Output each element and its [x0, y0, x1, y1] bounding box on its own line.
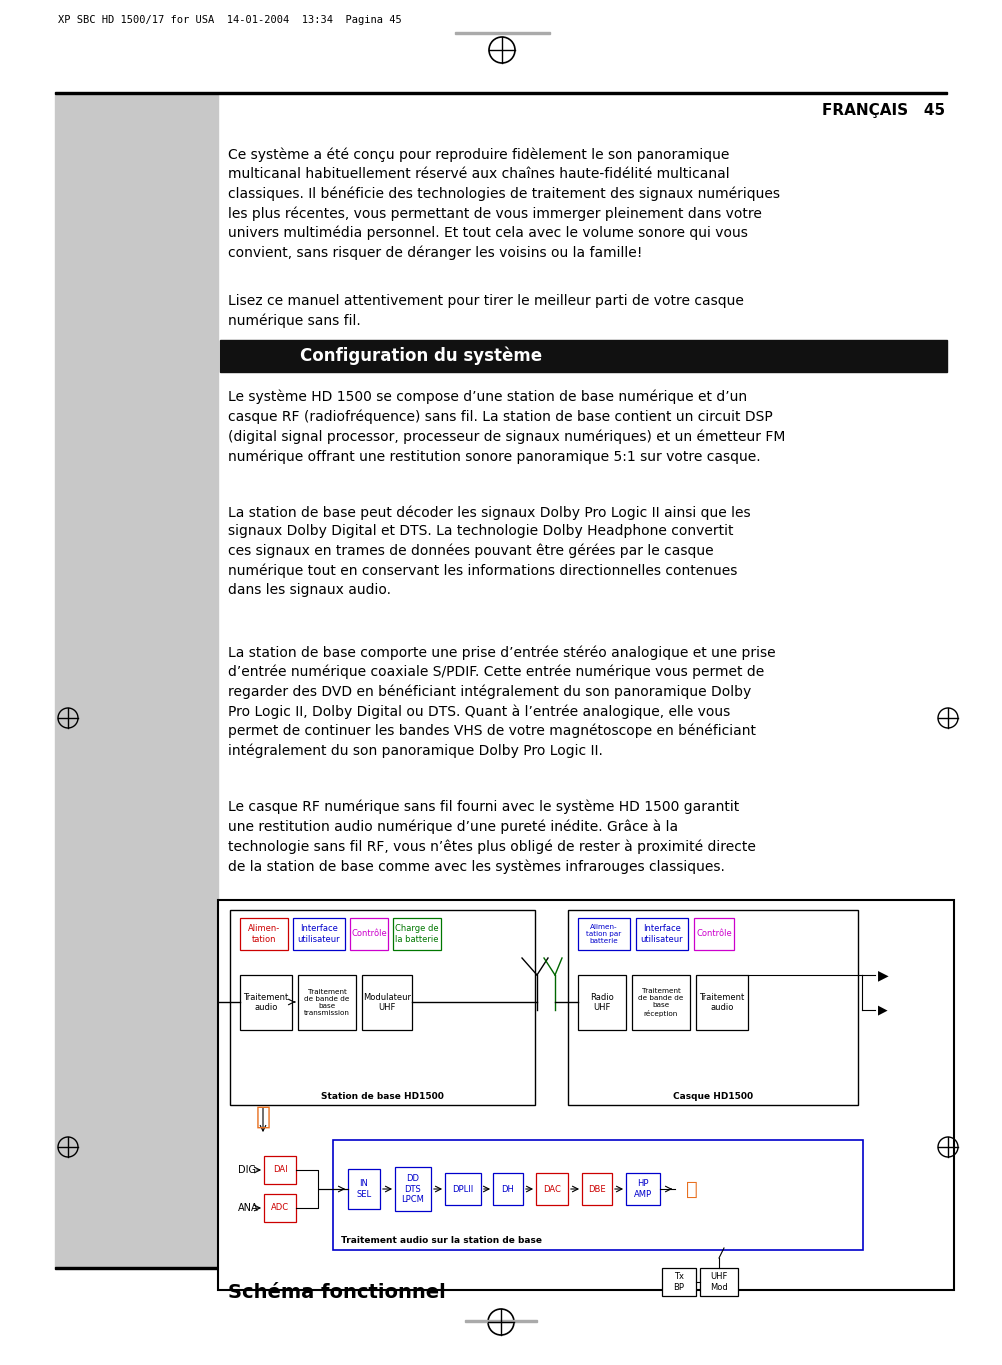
Bar [350, 919, 388, 950]
Text: UHF
Mod: UHF Mod [710, 1272, 727, 1291]
Bar [348, 1168, 380, 1209]
Bar [582, 1173, 612, 1205]
Text: HP
AMP: HP AMP [634, 1179, 652, 1198]
Text: 🎧: 🎧 [686, 1179, 697, 1198]
Bar [293, 919, 345, 950]
Text: DIG: DIG [238, 1164, 256, 1175]
Text: Schéma fonctionnel: Schéma fonctionnel [228, 1283, 446, 1302]
Text: DAC: DAC [543, 1185, 561, 1193]
Bar [362, 975, 412, 1031]
Bar [264, 1194, 296, 1222]
Bar [455, 31, 550, 34]
Text: Casque HD1500: Casque HD1500 [673, 1092, 754, 1102]
Text: Traitement
audio: Traitement audio [243, 992, 289, 1013]
Text: Traitement audio sur la station de base: Traitement audio sur la station de base [341, 1235, 542, 1245]
Text: Le casque RF numérique sans fil fourni avec le système HD 1500 garantit
une rest: Le casque RF numérique sans fil fourni a… [228, 800, 756, 874]
Text: Traitement
de bande de
base
réception: Traitement de bande de base réception [638, 988, 683, 1017]
Text: Contrôle: Contrôle [351, 930, 387, 939]
Text: DH: DH [502, 1185, 514, 1193]
Text: Le système HD 1500 se compose d’une station de base numérique et d’un
casque RF : Le système HD 1500 se compose d’une stat… [228, 390, 786, 464]
Bar [333, 1140, 863, 1250]
Bar [393, 919, 441, 950]
Bar [636, 919, 688, 950]
Text: XP SBC HD 1500/17 for USA  14-01-2004  13:34  Pagina 45: XP SBC HD 1500/17 for USA 14-01-2004 13:… [58, 15, 402, 25]
Bar [700, 1268, 738, 1295]
Text: Tx
BP: Tx BP [673, 1272, 684, 1291]
Text: Alimen-
tation par
batterie: Alimen- tation par batterie [586, 924, 621, 945]
Bar [220, 340, 947, 373]
Bar [662, 1268, 696, 1295]
Text: La station de base comporte une prise d’entrée stéréo analogique et une prise
d’: La station de base comporte une prise d’… [228, 646, 776, 758]
Text: FRANÇAIS   45: FRANÇAIS 45 [822, 102, 945, 117]
Text: DBE: DBE [588, 1185, 606, 1193]
Text: La station de base peut décoder les signaux Dolby Pro Logic II ainsi que les
sig: La station de base peut décoder les sign… [228, 505, 750, 597]
Text: Alimen-
tation: Alimen- tation [247, 924, 281, 943]
Text: IN
SEL: IN SEL [357, 1179, 372, 1198]
Bar [578, 975, 626, 1031]
Text: Charge de
la batterie: Charge de la batterie [395, 924, 439, 943]
Bar [568, 910, 858, 1106]
Bar [626, 1173, 660, 1205]
Text: 🎧: 🎧 [256, 1106, 271, 1129]
Bar [465, 1320, 537, 1321]
Text: ▶: ▶ [878, 1003, 888, 1017]
Text: Interface
utilisateur: Interface utilisateur [640, 924, 683, 943]
Bar [395, 1167, 431, 1211]
Text: Traitement
audio: Traitement audio [699, 992, 744, 1013]
Bar [264, 1156, 296, 1183]
Bar [240, 975, 292, 1031]
Text: Contrôle: Contrôle [696, 930, 731, 939]
Text: ADC: ADC [271, 1204, 289, 1212]
Bar [55, 1267, 947, 1268]
Text: Configuration du système: Configuration du système [300, 347, 542, 366]
Text: DAI: DAI [273, 1166, 288, 1174]
Text: Ce système a été conçu pour reproduire fidèlement le son panoramique
multicanal : Ce système a été conçu pour reproduire f… [228, 147, 780, 261]
Text: Modulateur
UHF: Modulateur UHF [363, 992, 411, 1013]
Bar [218, 900, 954, 1290]
Bar [536, 1173, 568, 1205]
Text: Radio
UHF: Radio UHF [590, 992, 614, 1013]
Text: Traitement
de bande de
base
transmission: Traitement de bande de base transmission [304, 990, 350, 1016]
Bar [55, 96, 218, 1267]
Text: ANA: ANA [238, 1203, 259, 1213]
Text: Lisez ce manuel attentivement pour tirer le meilleur parti de votre casque
numér: Lisez ce manuel attentivement pour tirer… [228, 293, 743, 328]
Bar [493, 1173, 523, 1205]
Bar [298, 975, 356, 1031]
Bar [445, 1173, 481, 1205]
Text: DPLII: DPLII [452, 1185, 474, 1193]
Bar [240, 919, 288, 950]
Bar [632, 975, 690, 1031]
Bar [578, 919, 630, 950]
Text: Station de base HD1500: Station de base HD1500 [321, 1092, 444, 1102]
Bar [696, 975, 748, 1031]
Bar [55, 91, 947, 93]
Text: Interface
utilisateur: Interface utilisateur [298, 924, 341, 943]
Bar [230, 910, 535, 1106]
Bar [694, 919, 734, 950]
Text: ▶: ▶ [878, 968, 889, 981]
Text: DD
DTS
LPCM: DD DTS LPCM [402, 1174, 425, 1204]
